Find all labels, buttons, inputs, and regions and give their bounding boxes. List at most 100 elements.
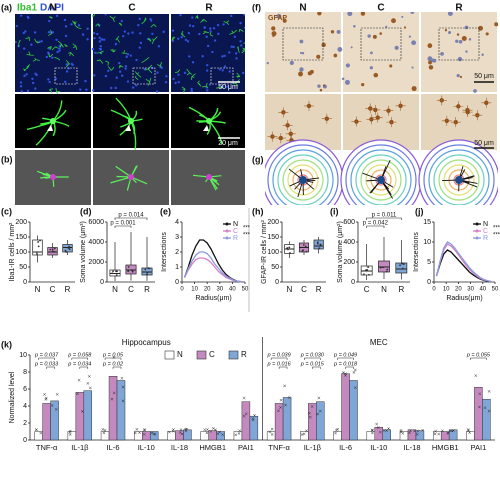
nucleus bbox=[125, 56, 127, 58]
nucleus bbox=[158, 45, 160, 47]
nucleus bbox=[93, 32, 95, 34]
sig-label: p = 0.033 bbox=[34, 361, 59, 367]
cell bbox=[455, 40, 458, 43]
scale-label: 50 μm bbox=[474, 73, 494, 80]
dot bbox=[317, 243, 319, 245]
nucleus bbox=[224, 65, 226, 67]
legend-marker bbox=[226, 237, 229, 240]
nucleus bbox=[132, 86, 134, 88]
sig-label: *** bbox=[493, 233, 500, 239]
scale-label: 50 μm bbox=[474, 140, 494, 147]
image-tile bbox=[93, 14, 169, 92]
legend-marker bbox=[476, 223, 479, 226]
nucleus bbox=[232, 46, 234, 48]
soma bbox=[128, 118, 134, 124]
legend-swatch bbox=[165, 351, 174, 359]
column-label: C bbox=[377, 3, 384, 14]
y-tick-label: 4000 bbox=[88, 239, 104, 246]
dot bbox=[317, 241, 319, 243]
x-tick-label: 30 bbox=[467, 287, 474, 293]
group-title: Hippocampus bbox=[122, 338, 171, 347]
nucleus bbox=[187, 40, 189, 42]
point bbox=[121, 377, 123, 379]
sholl-soma bbox=[455, 176, 463, 184]
bar bbox=[383, 430, 391, 440]
sig-label: p = 0.05 bbox=[102, 352, 124, 358]
dot bbox=[368, 274, 370, 276]
nucleus bbox=[244, 27, 246, 29]
nucleus bbox=[127, 53, 129, 55]
x-tick-label: HMGB1 bbox=[199, 443, 226, 452]
sig-label: *** bbox=[493, 226, 500, 232]
y-tick-label: 0 bbox=[23, 437, 27, 444]
point bbox=[172, 428, 174, 430]
bar bbox=[275, 403, 283, 440]
x-tick-label: R bbox=[144, 285, 150, 294]
dot bbox=[52, 250, 54, 252]
scale-label: 20 μm bbox=[218, 140, 238, 147]
x-tick-label: IL-10 bbox=[138, 443, 155, 452]
cell bbox=[370, 51, 373, 54]
nucleus bbox=[230, 15, 232, 17]
bar bbox=[449, 430, 457, 440]
dot bbox=[288, 247, 290, 249]
nucleus bbox=[105, 75, 107, 77]
nucleus bbox=[203, 27, 205, 29]
panel-label: (f) bbox=[252, 2, 261, 12]
cell bbox=[427, 43, 432, 48]
y-tick-label: 50 bbox=[271, 264, 279, 271]
dot bbox=[128, 266, 130, 268]
x-axis-title: Radius(μm) bbox=[446, 295, 482, 302]
nucleus bbox=[239, 40, 241, 42]
nucleus bbox=[34, 87, 36, 89]
nucleus bbox=[211, 51, 213, 53]
x-tick-label: TNF-α bbox=[268, 443, 290, 452]
nucleus bbox=[70, 23, 72, 25]
cell bbox=[458, 57, 462, 61]
nucleus bbox=[20, 85, 22, 87]
bar bbox=[43, 403, 51, 440]
x-tick-label: N bbox=[286, 285, 292, 294]
nucleus bbox=[221, 69, 223, 71]
nucleus bbox=[191, 16, 193, 18]
cell bbox=[412, 67, 414, 69]
box bbox=[396, 263, 407, 273]
sig-label: p = 0.039 bbox=[267, 352, 291, 358]
nucleus bbox=[47, 78, 49, 80]
dot bbox=[146, 274, 148, 276]
bar bbox=[51, 401, 59, 440]
y-axis-title: Normalized level bbox=[9, 371, 16, 423]
bar bbox=[84, 391, 92, 440]
nucleus bbox=[209, 27, 211, 29]
cell bbox=[445, 29, 447, 31]
column-label: R bbox=[205, 3, 213, 14]
cell bbox=[272, 35, 274, 37]
column-label: N bbox=[49, 3, 56, 14]
nucleus bbox=[127, 80, 129, 82]
astrocyte-images bbox=[263, 10, 499, 220]
nucleus bbox=[206, 89, 208, 91]
y-tick-label: 6000 bbox=[88, 219, 104, 226]
dot bbox=[127, 270, 129, 272]
cell bbox=[331, 30, 334, 33]
dot bbox=[403, 263, 405, 265]
sig-label: p = 0.015 bbox=[300, 361, 325, 367]
sig-label: p = 0.011 bbox=[372, 213, 397, 219]
cell bbox=[373, 35, 377, 39]
bar bbox=[283, 398, 291, 441]
nucleus bbox=[221, 55, 223, 57]
legend-label: C bbox=[233, 228, 238, 235]
y-tick-label: 200 bbox=[267, 219, 279, 226]
image-tile bbox=[265, 12, 341, 92]
cell bbox=[462, 36, 467, 41]
x-tick-label: C bbox=[364, 285, 370, 294]
nucleus bbox=[55, 39, 57, 41]
legend-swatch bbox=[197, 351, 206, 359]
nucleus bbox=[242, 72, 244, 74]
dot bbox=[116, 274, 118, 276]
sholl-soma bbox=[377, 176, 385, 184]
dot bbox=[302, 249, 304, 251]
cell bbox=[432, 59, 436, 63]
x-tick-label: IL-18 bbox=[403, 443, 420, 452]
